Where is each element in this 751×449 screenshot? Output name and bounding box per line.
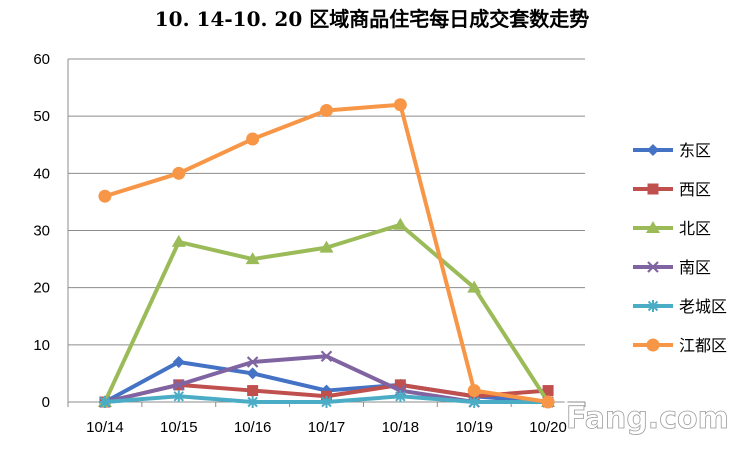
x-tick-label: 10/18 <box>382 419 420 436</box>
legend-label: 西区 <box>679 180 711 199</box>
data-point <box>393 217 408 230</box>
legend-marker <box>647 183 659 195</box>
grid <box>68 58 585 346</box>
data-point <box>246 367 259 380</box>
chart-title: 10. 14-10. 20 区域商品住宅每日成交套数走势 <box>155 7 589 31</box>
data-point <box>320 350 333 363</box>
data-point <box>542 385 554 397</box>
data-point <box>393 98 407 112</box>
data-point <box>247 385 259 397</box>
series-4 <box>98 390 555 408</box>
y-tick-label: 60 <box>33 51 50 68</box>
legend-label: 北区 <box>679 219 711 238</box>
x-tick-label: 10/17 <box>308 419 346 436</box>
data-point <box>172 355 185 368</box>
watermark-logo-icon <box>555 381 601 412</box>
legend-item: 东区 <box>633 141 711 160</box>
legend-marker <box>646 221 660 233</box>
legend-item: 南区 <box>633 258 711 277</box>
data-point <box>319 240 334 253</box>
series-5 <box>98 98 555 409</box>
legend-marker <box>646 338 660 352</box>
series-2 <box>97 217 556 407</box>
data-point <box>173 379 185 391</box>
y-axis-ticks: 0 10 20 30 40 50 60 <box>33 51 50 411</box>
data-point <box>394 379 406 391</box>
data-point <box>245 252 260 265</box>
data-point <box>541 395 555 409</box>
legend-label: 南区 <box>679 258 711 277</box>
data-point <box>172 390 185 403</box>
data-point <box>320 396 333 408</box>
legend-label: 东区 <box>679 141 711 160</box>
legend-label: 江都区 <box>679 336 727 355</box>
data-point <box>246 132 260 146</box>
x-tick-label: 10/16 <box>234 419 272 436</box>
watermark-brand-bottom: Fang.com <box>566 401 729 436</box>
data-point <box>246 396 259 408</box>
x-tick-label: 10/14 <box>86 419 124 436</box>
legend-item: 北区 <box>633 219 711 238</box>
x-tick-label: 10/19 <box>455 419 493 436</box>
legend-marker <box>647 144 659 156</box>
legend-item: 江都区 <box>633 336 727 355</box>
y-tick-label: 50 <box>33 108 50 125</box>
y-tick-label: 20 <box>33 280 50 297</box>
watermark: 房天下 Fang.com <box>555 381 729 436</box>
x-axis-ticks: 10/14 10/15 10/16 10/17 10/18 10/19 10/20 <box>86 419 567 436</box>
data-point <box>171 234 186 247</box>
data-point <box>320 103 333 117</box>
data-point <box>467 280 482 293</box>
data-point <box>98 396 111 408</box>
legend-label: 老城区 <box>679 297 727 316</box>
series-layer <box>97 98 556 409</box>
data-point <box>172 166 186 180</box>
data-point <box>394 390 407 403</box>
legend-item: 西区 <box>633 180 711 199</box>
legend-item: 老城区 <box>633 297 727 316</box>
x-tick-label: 10/15 <box>160 419 198 436</box>
x-tick-label: 10/20 <box>529 419 567 436</box>
data-point <box>98 189 112 203</box>
data-point <box>467 384 481 398</box>
legend-marker <box>647 300 659 312</box>
y-tick-label: 0 <box>42 394 50 411</box>
data-point <box>246 356 259 368</box>
y-tick-label: 40 <box>33 165 50 182</box>
watermark-brand-top: 房天下 <box>592 382 640 401</box>
data-point <box>468 396 481 408</box>
legend-marker <box>647 261 659 273</box>
y-tick-label: 10 <box>33 337 50 354</box>
y-tick-label: 30 <box>33 223 50 240</box>
